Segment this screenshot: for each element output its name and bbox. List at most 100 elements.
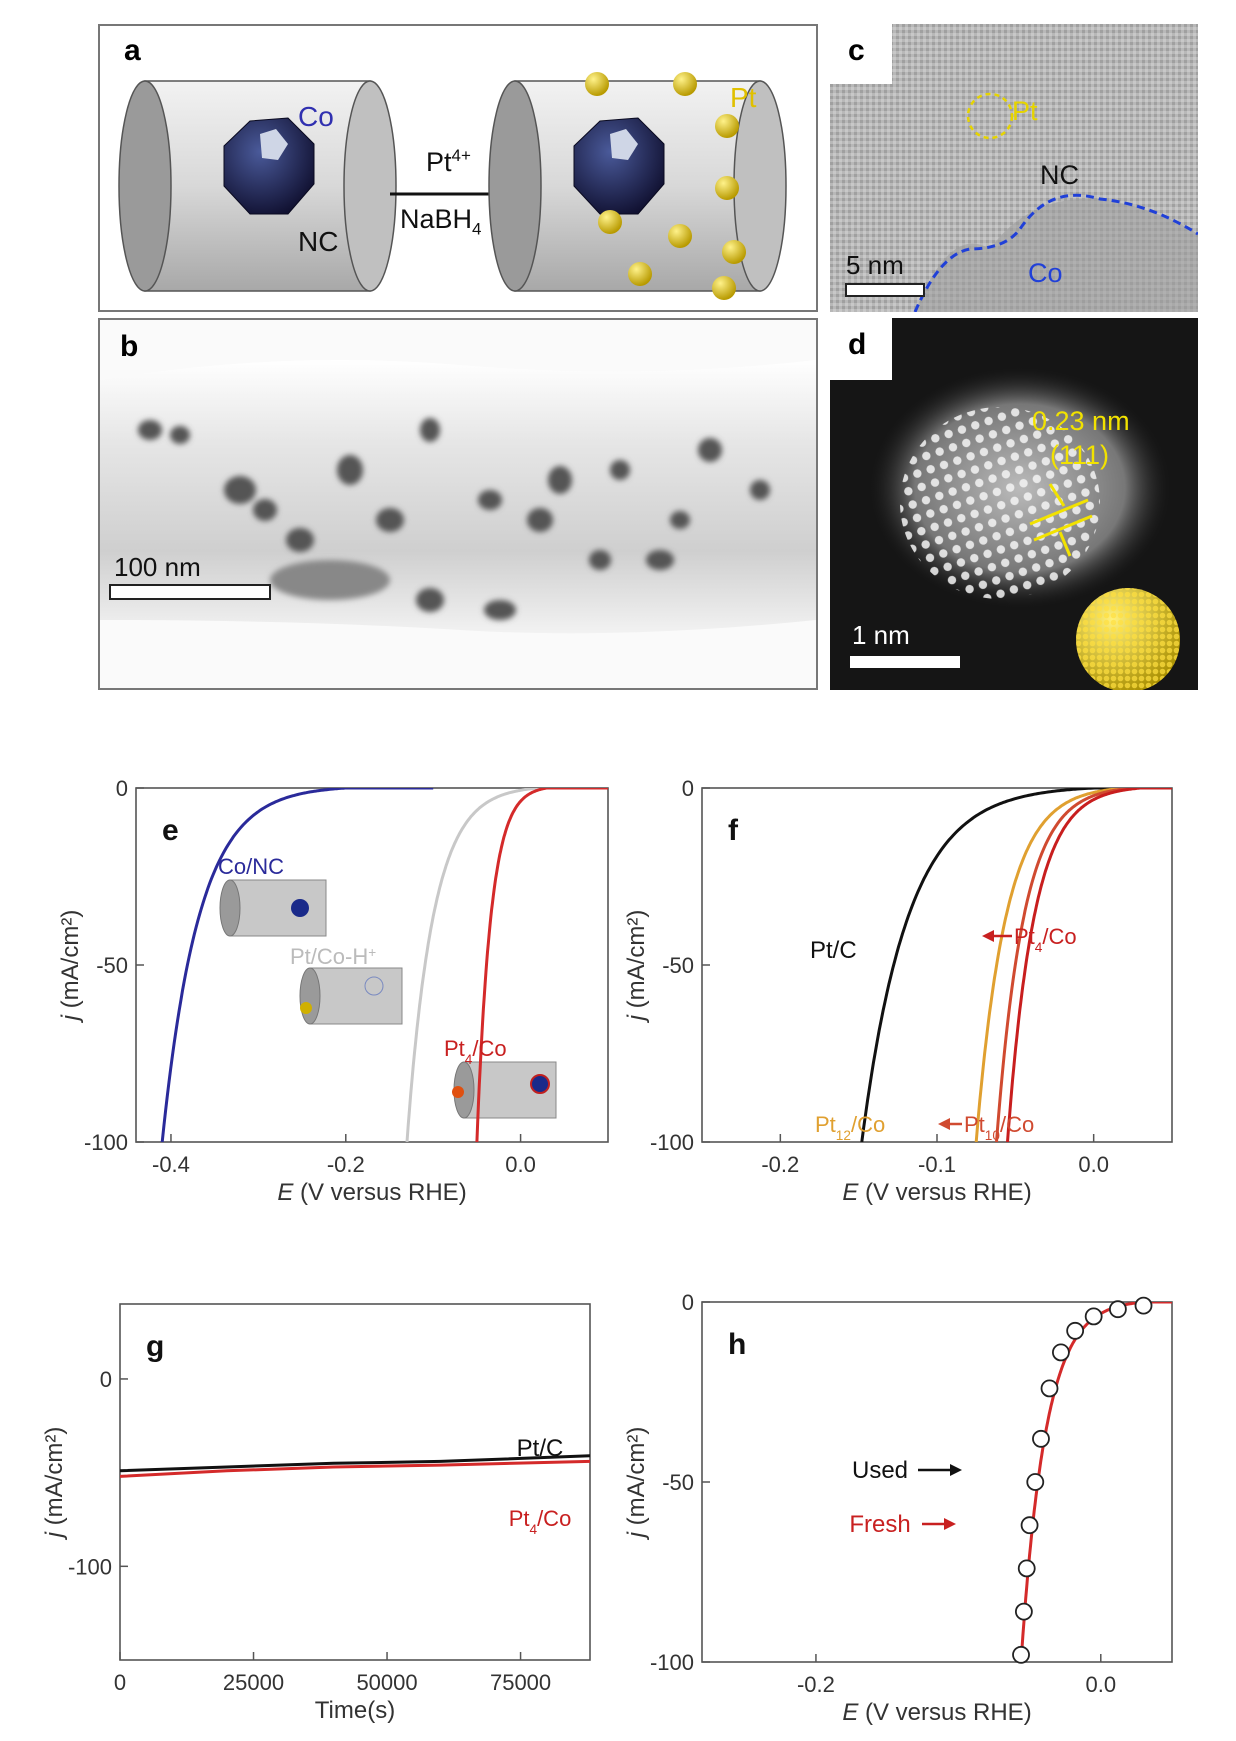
pt-dashed-circle [966,92,1014,140]
reagent-pt-text: Pt [426,147,452,177]
y-axis-label: j (mA/cm²) [623,910,650,1024]
x-axis-label: E (V versus RHE) [842,1179,1031,1206]
panel-c: c Pt NC Co 5 nm [830,24,1198,312]
y-tick-label: -100 [84,1130,128,1155]
x-axis-label: E (V versus RHE) [842,1699,1031,1726]
x-axis-label: Time(s) [315,1697,395,1724]
reagent-pt: Pt4+ [426,146,471,178]
panel-a-schematic [118,72,787,300]
pt-label: Pt [730,82,757,113]
annotation-fresh: Fresh [849,1511,910,1538]
panel-h-label: h [728,1328,746,1361]
lattice-plane-label: (111) [1050,440,1110,470]
nc-cylinder-left [118,80,397,292]
annotation-ptc: Pt/C [517,1435,564,1462]
series-line-Pt₄/Co [1006,788,1172,1142]
data-point-used [1134,1296,1153,1315]
y-axis-label: j (mA/cm²) [57,910,84,1024]
pt-nanoparticle-model [1076,588,1180,690]
x-tick-label: -0.2 [327,1152,365,1177]
x-tick-label: 25000 [223,1670,284,1695]
panel-c-hrtem-image [830,24,1198,312]
series-line-Pt₄/Co [120,1459,590,1478]
reagent-nabh-sub: 4 [472,219,482,239]
series-line-Pt₁₂/Co [974,788,1172,1142]
panel-d-label: d [848,328,867,361]
panel-c-nc-label: NC [1040,160,1079,190]
reagent-pt-charge: 4+ [451,146,471,165]
y-axis-label: j (mA/cm²) [41,1427,68,1541]
x-axis-label: E (V versus RHE) [277,1179,466,1206]
panel-a: a Co Pt NC Pt4+ NaBH4 [98,24,818,312]
data-point-used [1014,1602,1033,1621]
series-line-Pt₁₀/Co [995,788,1172,1142]
x-tick-label: -0.1 [918,1152,956,1177]
arrow-pt4co [982,930,1012,942]
series-group [120,1454,590,1478]
x-tick-label: 0.0 [505,1152,536,1177]
chart-f: -0.2 -0.1 0.0 0 -50 -100 E (V versus RHE) j (mA… [623,776,1173,1206]
inset-pt4co-schematic [452,1061,557,1119]
co-particle-right [573,117,665,215]
panel-d-haadf-image [830,318,1198,690]
series-line-Pt/Co-H⁺ [405,788,608,1142]
panel-c-co-label: Co [1028,258,1063,288]
x-tick-label: 50000 [356,1670,417,1695]
y-axis-label: j (mA/cm²) [623,1427,650,1541]
panel-d-scalebar-label: 1 nm [852,620,910,650]
lattice-spacing-marker [1029,483,1093,557]
panel-c-label: c [848,34,865,67]
data-point-used [1026,1473,1045,1491]
panel-a-label: a [124,34,141,67]
chart-h: -0.2 0.0 0 -50 -100 E (V versus RHE) j (mA/cm²… [623,1290,1173,1726]
panel-c-pt-label: Pt [1012,96,1038,126]
panel-d-scalebar [850,656,960,668]
annotation-pt4co: Pt4/Co [1014,924,1077,955]
y-tick-label: 0 [116,776,128,801]
panel-c-scalebar-label: 5 nm [846,250,904,280]
y-tick-label: 0 [682,776,694,801]
series-group [860,788,1172,1142]
panel-b: b 100 nm [98,318,818,690]
x-tick-label: 75000 [490,1670,551,1695]
y-tick-label: -50 [662,1470,694,1495]
panel-b-tem-image [100,320,816,688]
co-boundary-line [913,193,1198,312]
panel-b-scalebar [109,584,271,600]
x-tick-label: 0.0 [1078,1152,1109,1177]
y-tick-label: 0 [682,1290,694,1315]
nc-label: NC [298,226,339,257]
data-point-used [1012,1645,1030,1664]
y-tick-label: -100 [650,1650,694,1675]
annotation-pt12co: Pt12/Co [815,1112,885,1143]
plot-frame [701,1301,1173,1663]
annotation-conc: Co/NC [218,854,284,879]
data-point-used [1052,1343,1070,1362]
panel-b-scalebar-label: 100 nm [114,552,201,582]
annotation-used: Used [852,1457,908,1484]
series-line-Co/NC [160,788,434,1142]
inset-conc-schematic [219,879,327,937]
series-line-Pt₄/Co [475,788,608,1142]
y-tick-label: -50 [662,953,694,978]
co-label: Co [298,101,334,132]
chart-e: -0.4 -0.2 0.0 0 -50 -100 E (V versus RHE) j (mA… [57,776,609,1206]
plot-frame [701,787,1173,1143]
data-point-used [1066,1321,1085,1340]
reagent-nabh-text: NaBH [400,204,473,234]
series-group [160,788,608,1142]
panel-f-label: f [728,814,739,847]
lattice-spacing-label: 0.23 nm [1032,406,1130,436]
annotation-ptcoh: Pt/Co-H+ [290,944,376,969]
data-point-used [1108,1300,1127,1319]
x-tick-label: 0 [114,1670,126,1695]
arrow-fresh [922,1518,956,1530]
panel-d: d 0.23 nm (111) 1 nm [830,318,1198,690]
panel-e-label: e [162,814,179,847]
panel-c-scalebar [845,283,925,297]
annotation-pt4co: Pt4/Co [509,1506,572,1537]
data-point-used [1084,1307,1103,1326]
y-tick-label: -100 [68,1554,112,1579]
x-tick-label: -0.2 [797,1672,835,1697]
series-line-Pt/C [120,1454,590,1473]
